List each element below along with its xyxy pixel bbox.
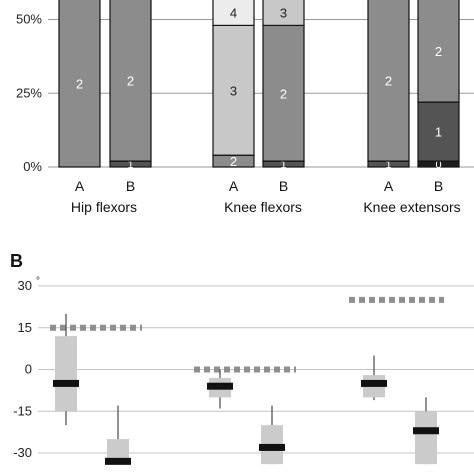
segment-grade-label: 3: [280, 6, 287, 21]
box-iqr: [55, 336, 77, 412]
muscle-group-label: Knee flexors: [224, 199, 302, 215]
segment-grade-label: 0: [435, 159, 441, 171]
muscle-group-label: Hip flexors: [71, 199, 137, 215]
panel-a-stacked-bar-chart: 0% 25% 50% 2 A 1 2 B Hip flexors 2 3 4 A 1 2 3 B Knee fle…: [16, 0, 474, 215]
segment-grade-label: 4: [230, 6, 237, 21]
bar-category-label: A: [75, 178, 85, 194]
stacked-bar-segment: [417, 101, 460, 162]
segment-grade-label: 2: [385, 74, 392, 89]
stacked-bar-segment: [262, 24, 305, 162]
segment-grade-label: 1: [435, 125, 442, 140]
muscle-group-label: Knee extensors: [363, 199, 460, 215]
y-tick-label: -30: [13, 445, 32, 460]
y-tick-label: 0: [25, 362, 32, 377]
y-tick-label: 25%: [16, 85, 42, 100]
bar-category-label: B: [434, 178, 443, 194]
segment-grade-label: 1: [385, 159, 391, 171]
segment-grade-label: 2: [435, 44, 442, 59]
y-tick-label: 50%: [16, 12, 42, 27]
y-tick-label: 0%: [23, 159, 42, 174]
box-median: [53, 379, 79, 387]
segment-grade-label: 1: [127, 159, 133, 171]
box-iqr: [415, 411, 437, 465]
panel-label: B: [10, 251, 23, 271]
box-median: [361, 379, 387, 387]
box-median: [413, 427, 439, 435]
y-tick-label: -15: [13, 403, 32, 418]
stacked-bar-segment: [109, 0, 152, 162]
stacked-bar-segment: [262, 0, 305, 27]
y-tick-label: 30: [18, 278, 32, 293]
stacked-bar-segment: [212, 0, 255, 26]
bar-category-label: A: [229, 178, 239, 194]
segment-grade-label: 3: [230, 83, 237, 98]
bar-category-label: B: [279, 178, 288, 194]
segment-grade-label: 2: [280, 86, 287, 101]
y-tick-label: 15: [18, 320, 32, 335]
box-median: [105, 457, 131, 465]
box-median: [259, 443, 285, 451]
segment-grade-label: 2: [76, 77, 83, 92]
segment-grade-label: 1: [280, 159, 286, 171]
panel-b-box-plot: B 30 15 0 -15 -30 °: [10, 251, 474, 465]
bar-category-label: A: [384, 178, 394, 194]
degree-symbol: °: [36, 276, 40, 287]
stacked-bar-segment: [212, 24, 255, 156]
segment-grade-label: 2: [230, 154, 237, 169]
stacked-bar-segment: [58, 0, 101, 168]
bar-category-label: B: [126, 178, 135, 194]
segment-grade-label: 2: [127, 74, 134, 89]
stacked-bar-segment: [417, 0, 460, 103]
box-median: [207, 382, 233, 390]
stacked-bar-segment: [367, 0, 410, 162]
